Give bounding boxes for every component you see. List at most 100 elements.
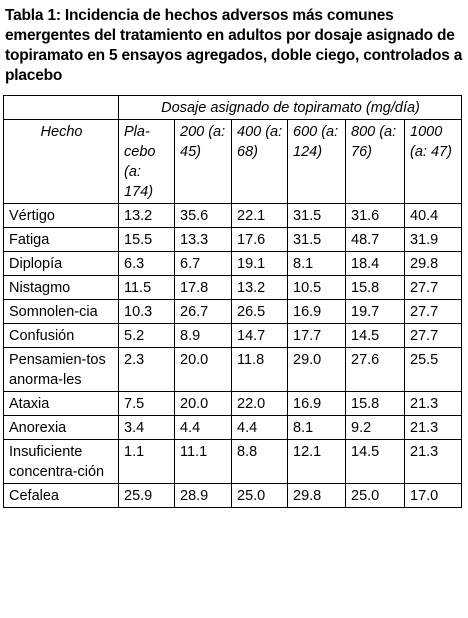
value-cell: 8.8 [231, 439, 288, 484]
table-row: Ataxia 7.5 20.0 22.0 16.9 15.8 21.3 [3, 391, 463, 416]
value-cell: 13.2 [231, 275, 288, 300]
value-cell: 25.9 [118, 483, 175, 508]
value-cell: 25.5 [403, 347, 463, 392]
value-cell: 22.1 [231, 203, 288, 228]
value-cell: 14.5 [345, 439, 405, 484]
value-cell: 25.0 [345, 483, 405, 508]
value-cell: 15.8 [345, 275, 405, 300]
column-header: 600 (a: 124) [287, 119, 346, 204]
value-cell: 17.7 [287, 323, 346, 348]
row-header-hecho: Hecho [3, 119, 119, 204]
value-cell: 19.7 [345, 299, 405, 324]
corner-cell [3, 95, 119, 120]
value-cell: 31.5 [287, 227, 346, 252]
value-cell: 20.0 [174, 391, 232, 416]
value-cell: 8.9 [174, 323, 232, 348]
value-cell: 14.5 [345, 323, 405, 348]
table-row: Anorexia 3.4 4.4 4.4 8.1 9.2 21.3 [3, 415, 463, 440]
value-cell: 4.4 [231, 415, 288, 440]
table-row: Vértigo 13.2 35.6 22.1 31.5 31.6 40.4 [3, 203, 463, 228]
value-cell: 27.6 [345, 347, 405, 392]
value-cell: 21.3 [403, 391, 463, 416]
group-header-row: Dosaje asignado de topiramato (mg/día) [3, 95, 463, 120]
value-cell: 29.8 [287, 483, 346, 508]
value-cell: 35.6 [174, 203, 232, 228]
value-cell: 26.5 [231, 299, 288, 324]
value-cell: 7.5 [118, 391, 175, 416]
row-label: Somnolen-cia [3, 299, 119, 324]
table-row: Cefalea 25.9 28.9 25.0 29.8 25.0 17.0 [3, 483, 463, 508]
table-row: Diplopía 6.3 6.7 19.1 8.1 18.4 29.8 [3, 251, 463, 276]
value-cell: 14.7 [231, 323, 288, 348]
value-cell: 4.4 [174, 415, 232, 440]
value-cell: 31.5 [287, 203, 346, 228]
value-cell: 2.3 [118, 347, 175, 392]
value-cell: 17.8 [174, 275, 232, 300]
value-cell: 19.1 [231, 251, 288, 276]
value-cell: 15.8 [345, 391, 405, 416]
dosage-group-header: Dosaje asignado de topiramato (mg/día) [117, 95, 463, 120]
value-cell: 13.2 [118, 203, 175, 228]
value-cell: 21.3 [403, 415, 463, 440]
value-cell: 31.6 [345, 203, 405, 228]
column-header: Pla-cebo (a: 174) [118, 119, 175, 204]
adverse-events-table: Dosaje asignado de topiramato (mg/día) He… [3, 95, 463, 508]
value-cell: 20.0 [174, 347, 232, 392]
row-label: Nistagmo [3, 275, 119, 300]
value-cell: 11.1 [174, 439, 232, 484]
row-label: Fatiga [3, 227, 119, 252]
column-header: 1000 (a: 47) [403, 119, 463, 204]
value-cell: 16.9 [287, 299, 346, 324]
row-label: Diplopía [3, 251, 119, 276]
table-row: Somnolen-cia 10.3 26.7 26.5 16.9 19.7 27.7 [3, 299, 463, 324]
value-cell: 25.0 [231, 483, 288, 508]
column-header: 800 (a: 76) [345, 119, 405, 204]
value-cell: 6.3 [118, 251, 175, 276]
table-row: Nistagmo 11.5 17.8 13.2 10.5 15.8 27.7 [3, 275, 463, 300]
value-cell: 11.8 [231, 347, 288, 392]
value-cell: 21.3 [403, 439, 463, 484]
row-label: Anorexia [3, 415, 119, 440]
value-cell: 15.5 [118, 227, 175, 252]
value-cell: 1.1 [118, 439, 175, 484]
table-row: Insuficiente concentra-ción 1.1 11.1 8.8 12.… [3, 439, 463, 484]
row-label: Insuficiente concentra-ción [3, 439, 119, 484]
value-cell: 27.7 [403, 299, 463, 324]
value-cell: 10.3 [118, 299, 175, 324]
value-cell: 17.0 [403, 483, 463, 508]
row-label: Ataxia [3, 391, 119, 416]
column-header: 200 (a: 45) [174, 119, 232, 204]
row-label: Confusión [3, 323, 119, 348]
value-cell: 6.7 [174, 251, 232, 276]
value-cell: 26.7 [174, 299, 232, 324]
value-cell: 9.2 [345, 415, 405, 440]
value-cell: 8.1 [287, 251, 346, 276]
column-header: 400 (a: 68) [231, 119, 288, 204]
value-cell: 40.4 [403, 203, 463, 228]
value-cell: 27.7 [403, 323, 463, 348]
value-cell: 13.3 [174, 227, 232, 252]
value-cell: 29.0 [287, 347, 346, 392]
value-cell: 48.7 [345, 227, 405, 252]
value-cell: 8.1 [287, 415, 346, 440]
value-cell: 3.4 [118, 415, 175, 440]
value-cell: 16.9 [287, 391, 346, 416]
value-cell: 27.7 [403, 275, 463, 300]
value-cell: 12.1 [287, 439, 346, 484]
value-cell: 10.5 [287, 275, 346, 300]
value-cell: 5.2 [118, 323, 175, 348]
value-cell: 22.0 [231, 391, 288, 416]
row-label: Vértigo [3, 203, 119, 228]
value-cell: 11.5 [118, 275, 175, 300]
table-row: Confusión 5.2 8.9 14.7 17.7 14.5 27.7 [3, 323, 463, 348]
value-cell: 29.8 [403, 251, 463, 276]
column-header-row: Hecho Pla-cebo (a: 174) 200 (a: 45) 400 (a:… [3, 119, 463, 204]
row-label: Pensamien-tos anorma-les [3, 347, 119, 392]
value-cell: 17.6 [231, 227, 288, 252]
row-label: Cefalea [3, 483, 119, 508]
table-row: Fatiga 15.5 13.3 17.6 31.5 48.7 31.9 [3, 227, 463, 252]
table-row: Pensamien-tos anorma-les 2.3 20.0 11.8 29.0 2… [3, 347, 463, 392]
value-cell: 18.4 [345, 251, 405, 276]
value-cell: 31.9 [403, 227, 463, 252]
value-cell: 28.9 [174, 483, 232, 508]
